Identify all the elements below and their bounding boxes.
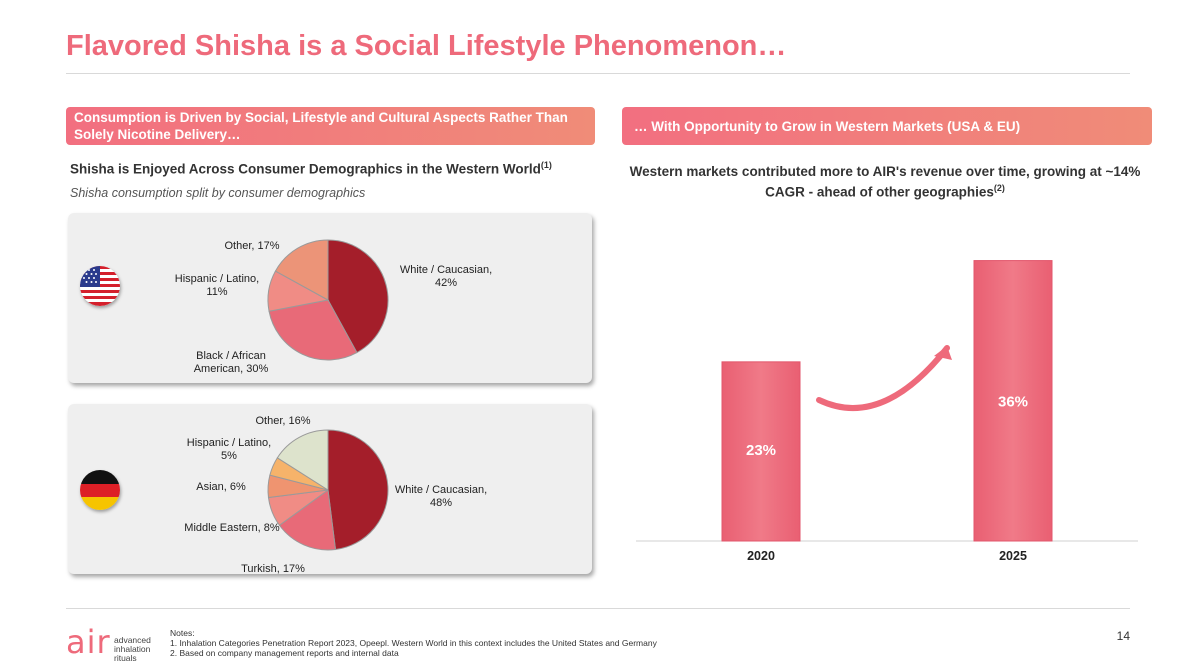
germany-flag-icon (80, 470, 120, 510)
usa-slice-white-caucasian (327, 239, 389, 354)
usa-label-other: Other, 17% (224, 240, 280, 252)
usa-label-white: White / Caucasian, 42% (399, 264, 493, 289)
revenue-bar-chart: 23% 2020 36% 2025 (636, 260, 1138, 563)
germany-label-turkish: Turkish, 17% (241, 563, 305, 575)
usa-label-black: Black / African American, 30% (193, 350, 269, 375)
usa-flag-icon (80, 266, 120, 306)
air-logo-text: advanced inhalation rituals (114, 636, 151, 663)
right-section-banner: … With Opportunity to Grow in Western Ma… (622, 107, 1152, 145)
bar-value-label-2025: 36% (998, 393, 1028, 410)
page-number: 14 (1116, 629, 1130, 643)
note-2: 2. Based on company management reports a… (170, 648, 399, 658)
usa-pie-chart (267, 239, 389, 361)
notes-label: Notes: (170, 628, 195, 638)
bar-2025 (973, 260, 1053, 542)
usa-label-hispanic: Hispanic / Latino, 11% (174, 273, 260, 298)
usa-slice-black-african-american (268, 299, 358, 361)
bar-2020 (721, 361, 801, 542)
germany-pie-chart (267, 429, 389, 551)
note-1: 1. Inhalation Categories Penetration Rep… (170, 638, 657, 648)
left-heading-footnote: (1) (540, 160, 552, 170)
logo-line-3: rituals (114, 653, 137, 663)
footnotes: Notes: 1. Inhalation Categories Penetrat… (170, 628, 657, 658)
right-banner-text: … With Opportunity to Grow in Western Ma… (634, 118, 1021, 134)
left-section-banner: Consumption is Driven by Social, Lifesty… (66, 107, 595, 145)
left-subheading: Shisha consumption split by consumer dem… (70, 186, 366, 200)
germany-slice-other (276, 429, 329, 491)
left-heading: Shisha is Enjoyed Across Consumer Demogr… (70, 160, 552, 177)
germany-label-asian: Asian, 6% (196, 481, 246, 493)
germany-label-white: White / Caucasian, 48% (394, 484, 488, 509)
right-heading-footnote: (2) (993, 183, 1005, 193)
x-tick-label-2025: 2025 (999, 549, 1027, 563)
growth-arrow-head-icon (934, 346, 952, 360)
germany-label-middle-eastern: Middle Eastern, 8% (184, 522, 280, 534)
left-heading-text: Shisha is Enjoyed Across Consumer Demogr… (70, 161, 541, 177)
germany-label-hispanic: Hispanic / Latino, 5% (186, 437, 272, 462)
right-heading-text: Western markets contributed more to AIR'… (629, 164, 1141, 200)
germany-slice-turkish (278, 489, 337, 551)
growth-arrow-icon (816, 345, 950, 411)
usa-slice-other (274, 239, 329, 301)
logo-line-2: inhalation (114, 644, 151, 654)
x-tick-label-2020: 2020 (747, 549, 775, 563)
footer-divider (66, 608, 1130, 609)
right-heading: Western markets contributed more to AIR'… (622, 163, 1148, 201)
page-title: Flavored Shisha is a Social Lifestyle Ph… (66, 30, 787, 62)
germany-slice-white-caucasian (327, 429, 389, 551)
left-banner-text: Consumption is Driven by Social, Lifesty… (74, 110, 568, 142)
germany-label-other: Other, 16% (255, 415, 311, 427)
logo-line-1: advanced (114, 635, 151, 645)
bar-value-label-2020: 23% (746, 442, 776, 459)
air-logo: air (66, 623, 111, 661)
title-divider (66, 73, 1130, 74)
